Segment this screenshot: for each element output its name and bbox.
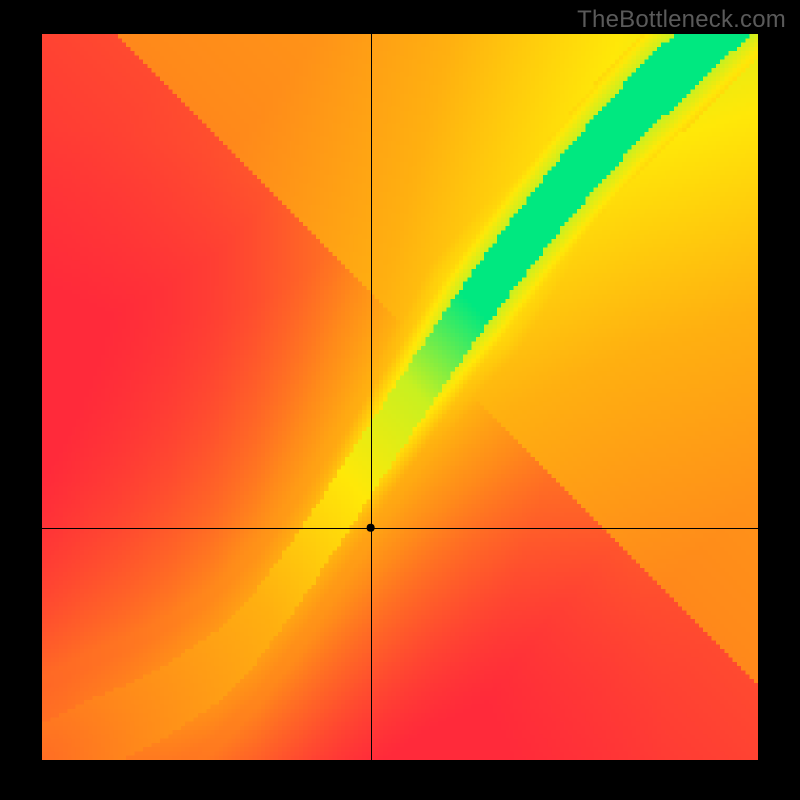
heatmap-plot xyxy=(42,34,758,760)
watermark-text: TheBottleneck.com xyxy=(577,6,786,34)
chart-frame: TheBottleneck.com xyxy=(0,0,800,800)
crosshair-overlay xyxy=(42,34,758,760)
